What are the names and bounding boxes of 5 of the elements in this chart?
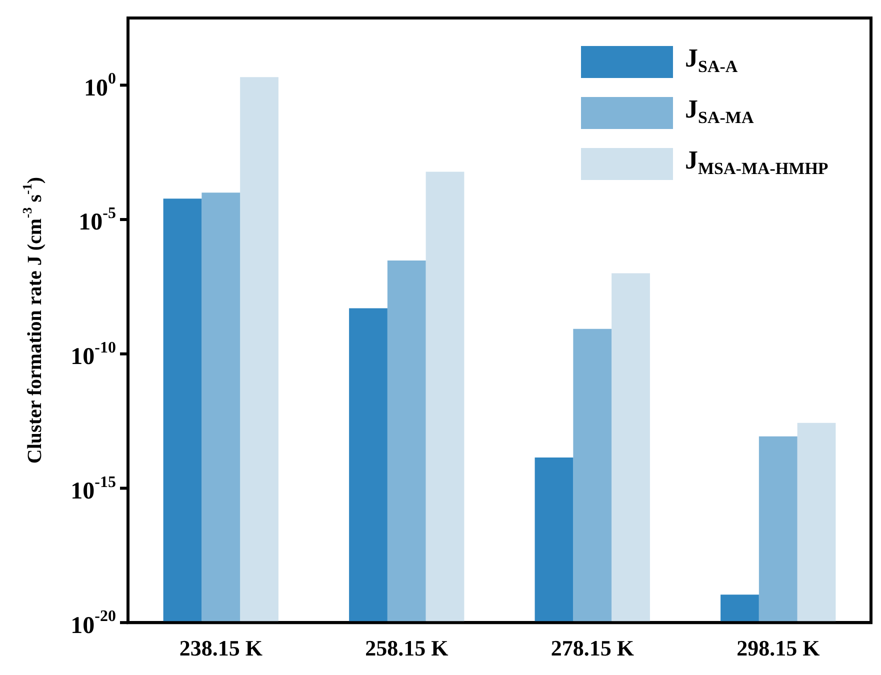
x-tick-label: 278.15 K [550, 635, 634, 660]
x-tick-label: 258.15 K [365, 635, 448, 660]
x-tick-label: 238.15 K [179, 635, 262, 660]
y-axis-title: Cluster formation rate J (cm-3 s-1) [19, 177, 46, 464]
x-tick-label: 298.15 K [736, 635, 820, 660]
